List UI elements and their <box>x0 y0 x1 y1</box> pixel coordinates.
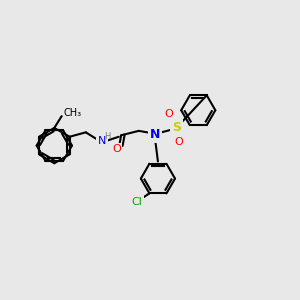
Text: O: O <box>112 144 121 154</box>
Text: Cl: Cl <box>132 196 142 207</box>
Text: CH₃: CH₃ <box>63 108 81 118</box>
Text: S: S <box>172 122 181 134</box>
Text: N: N <box>98 136 106 146</box>
Text: O: O <box>164 109 173 119</box>
Text: H: H <box>104 132 110 141</box>
Text: O: O <box>175 137 184 147</box>
Text: N: N <box>150 128 160 141</box>
